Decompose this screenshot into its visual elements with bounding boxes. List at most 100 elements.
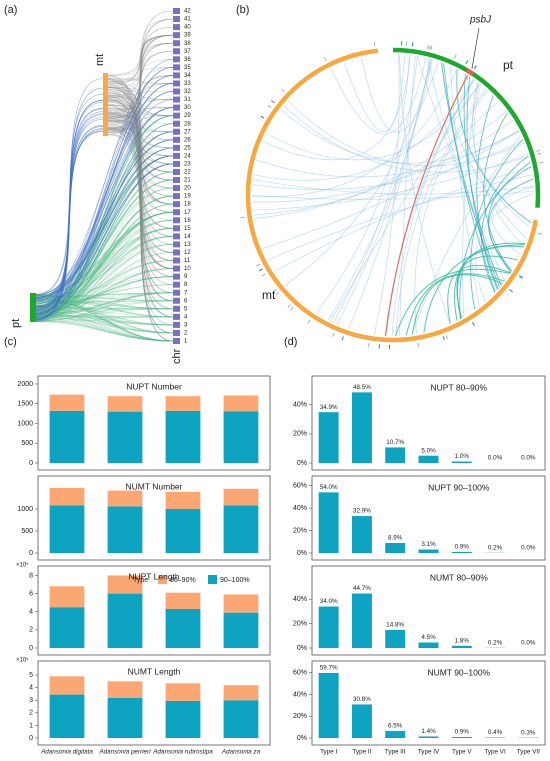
- track-tick: [367, 343, 370, 348]
- y-tick-label: 0: [29, 460, 33, 467]
- value-label: 48.5%: [353, 384, 371, 391]
- chr-label: 15: [184, 226, 191, 232]
- chr-label: 31: [184, 97, 191, 103]
- bar: [351, 392, 372, 463]
- track-tick: [261, 273, 266, 277]
- mt-flow: [107, 112, 174, 173]
- chord: [348, 58, 431, 330]
- y-tick-label: 0: [29, 735, 33, 742]
- chr-node: [173, 16, 180, 23]
- chords: [251, 54, 535, 337]
- mt-flow: [107, 129, 174, 277]
- bar-segment: [223, 505, 259, 553]
- pt-flow: [35, 299, 174, 342]
- pt-flow: [35, 195, 174, 321]
- y-tick-label: 60%: [293, 482, 307, 489]
- chord: [336, 58, 431, 325]
- bar: [318, 606, 339, 648]
- pt-flow: [35, 319, 174, 342]
- mt-flow: [107, 115, 174, 197]
- pt-arc: [392, 47, 541, 208]
- bar-segment: [49, 410, 85, 463]
- chr-node: [173, 329, 180, 336]
- mt-node: [103, 73, 108, 136]
- chr-node: [173, 96, 180, 103]
- mt-flow: [107, 94, 174, 116]
- chord: [252, 179, 534, 195]
- chr-node: [173, 185, 180, 192]
- pt-flow: [35, 203, 174, 317]
- chr-label: 8: [184, 282, 188, 288]
- pt-flow: [35, 171, 174, 315]
- y-tick-label: 1500: [17, 401, 33, 408]
- track-tick: [287, 304, 291, 308]
- chr-label: 21: [184, 178, 191, 184]
- y-tick-label: 4: [29, 609, 33, 616]
- bar-segment: [49, 586, 85, 608]
- chr-label: 36: [184, 57, 191, 63]
- pt-node: [30, 293, 36, 322]
- pt-flow: [35, 236, 174, 322]
- panel-frame: [311, 660, 546, 746]
- track-tick: [442, 336, 445, 341]
- chr-node: [173, 177, 180, 184]
- panel-frame: [311, 565, 546, 656]
- bar: [318, 492, 339, 553]
- pt-flow: [35, 314, 174, 334]
- bar: [385, 730, 406, 738]
- track-tick: [307, 319, 311, 324]
- track-tick: [323, 56, 327, 61]
- bar: [451, 645, 472, 648]
- chr-label: 19: [184, 194, 191, 200]
- mt-flow: [107, 34, 174, 82]
- x-tick-label: Adansonia perrieri: [98, 749, 151, 756]
- mt-flow: [107, 119, 174, 334]
- track-tick: [454, 54, 457, 59]
- track-tick: [430, 45, 433, 50]
- y-tick-label: 0%: [297, 550, 307, 557]
- pt-flow: [35, 211, 174, 319]
- chr-node: [173, 88, 180, 95]
- pt-flow: [35, 276, 174, 314]
- mt-flow: [107, 82, 174, 116]
- x-tick-label: Type IV: [418, 749, 440, 756]
- value-label: 0.2%: [488, 544, 503, 551]
- track-tick: [472, 321, 475, 326]
- mt-flow: [107, 10, 174, 135]
- chr-node: [173, 193, 180, 200]
- chr-node: [173, 152, 180, 159]
- chord: [266, 83, 481, 161]
- panel-frame: [37, 565, 271, 656]
- pt-flow: [35, 311, 174, 342]
- chr-node: [173, 80, 180, 87]
- track-tick: [427, 45, 429, 50]
- mt-flow: [107, 74, 174, 302]
- pt-flow: [35, 321, 174, 342]
- mt-flow: [107, 34, 174, 84]
- value-label: 3.1%: [421, 541, 436, 548]
- chord: [411, 274, 503, 335]
- chart-title: NUPT Number: [126, 381, 182, 391]
- mt-flow: [107, 99, 174, 277]
- mt-flow: [107, 74, 174, 342]
- pt-flow: [35, 308, 174, 314]
- pt-mt-flow: [35, 107, 174, 296]
- y-tick-label: 20%: [293, 527, 307, 534]
- mt-flow: [107, 34, 174, 114]
- bar-segment: [49, 607, 85, 648]
- track-tick: [536, 149, 541, 152]
- bar-segment: [223, 411, 259, 463]
- source-label: pt: [10, 319, 22, 328]
- chr-label: 12: [184, 250, 191, 256]
- mt-flow: [107, 26, 174, 122]
- mt-flow: [107, 120, 174, 141]
- mt-flow: [107, 98, 174, 205]
- chord: [457, 242, 526, 319]
- y-tick-label: 1000: [17, 420, 33, 427]
- mt-flow: [107, 87, 174, 261]
- bar: [451, 551, 472, 553]
- chord: [316, 54, 410, 314]
- pt-flow: [35, 179, 174, 315]
- chart-title: NUMT Length: [128, 666, 181, 676]
